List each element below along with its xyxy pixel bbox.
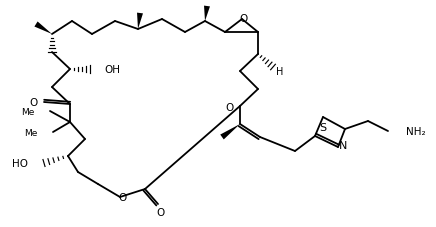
Text: NH₂: NH₂ bbox=[406, 126, 426, 136]
Text: O: O bbox=[30, 98, 38, 108]
Text: O: O bbox=[156, 207, 164, 217]
Polygon shape bbox=[220, 124, 240, 140]
Text: N: N bbox=[339, 140, 347, 150]
Polygon shape bbox=[204, 7, 210, 22]
Text: O: O bbox=[240, 14, 248, 24]
Text: O: O bbox=[118, 192, 126, 202]
Polygon shape bbox=[34, 22, 52, 35]
Polygon shape bbox=[137, 14, 143, 30]
Text: O: O bbox=[226, 103, 234, 113]
Text: OH: OH bbox=[104, 65, 120, 75]
Text: Me: Me bbox=[20, 107, 34, 116]
Text: Me: Me bbox=[24, 128, 37, 137]
Text: S: S bbox=[320, 122, 327, 132]
Text: HO: HO bbox=[12, 158, 28, 168]
Text: H: H bbox=[276, 67, 284, 77]
